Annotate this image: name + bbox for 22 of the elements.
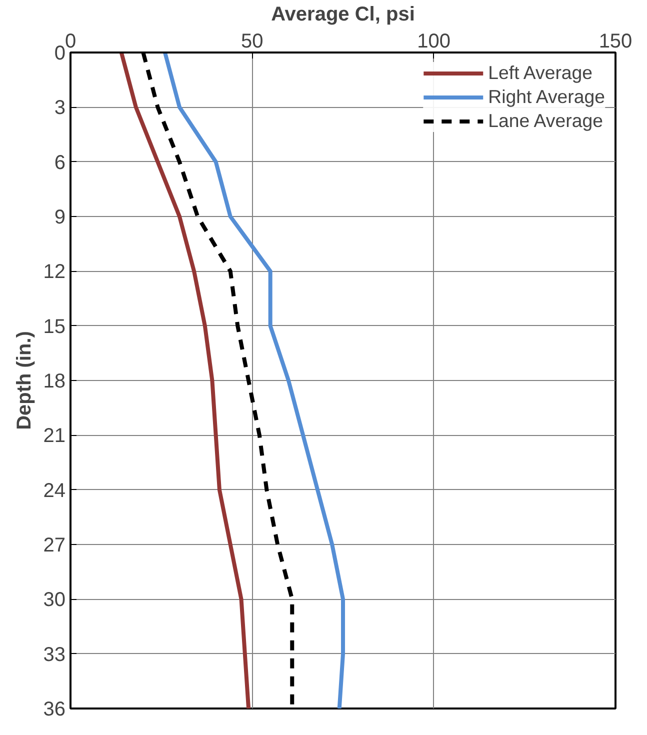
y-tick-label: 27 [43, 534, 66, 556]
legend-label: Lane Average [488, 110, 603, 132]
y-tick-label: 36 [43, 698, 66, 720]
y-tick-label: 9 [54, 206, 66, 228]
y-axis-title: Depth (in.) [13, 331, 36, 430]
x-tick-label: 50 [241, 30, 264, 52]
y-tick-label: 24 [43, 480, 66, 502]
y-tick-label: 30 [43, 589, 66, 612]
y-tick-label: 15 [43, 316, 66, 338]
y-tick-label: 12 [43, 261, 66, 284]
line-series [162, 52, 345, 708]
y-tick-label: 33 [43, 644, 66, 666]
line-series [119, 52, 251, 708]
y-tick-label: 18 [43, 370, 66, 392]
x-tick-label: 100 [417, 30, 451, 52]
y-tick-label: 3 [54, 97, 66, 120]
y-tick-label: 6 [54, 152, 66, 174]
x-axis-title: Average Cl, psi [271, 4, 415, 26]
y-tick-label: 21 [43, 425, 66, 448]
legend-label: Left Average [488, 62, 593, 84]
x-tick-label: 150 [598, 30, 632, 52]
legend-label: Right Average [488, 86, 605, 108]
